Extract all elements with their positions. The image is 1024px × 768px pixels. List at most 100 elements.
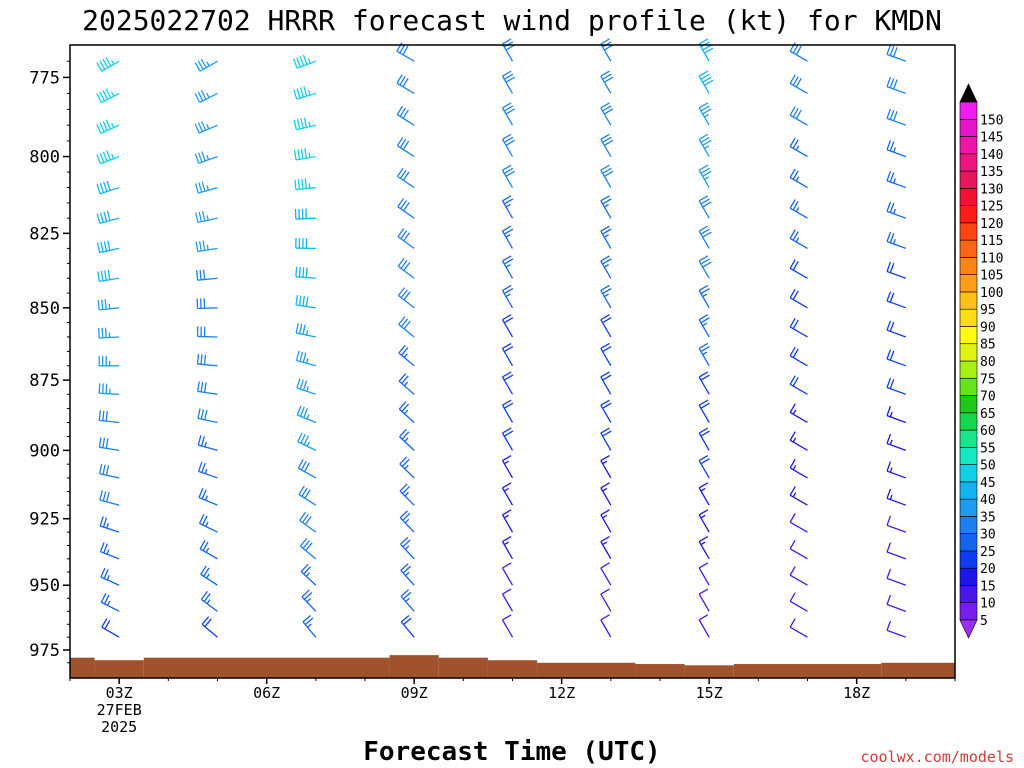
barb-half-feather <box>204 495 209 501</box>
barb-full-feather <box>698 102 709 109</box>
wind-barb <box>698 455 710 479</box>
barb-full-feather <box>305 296 309 307</box>
wind-barb <box>600 164 614 188</box>
wind-barb <box>886 44 907 62</box>
barb-full-feather <box>195 212 199 223</box>
wind-barb <box>400 536 415 560</box>
wind-barb <box>197 461 218 479</box>
barb-full-feather <box>399 44 406 54</box>
barb-shaft <box>501 260 514 279</box>
barb-half-feather <box>306 386 310 392</box>
barb-full-feather <box>789 486 796 496</box>
barb-half-feather <box>604 293 609 298</box>
barb-full-feather <box>886 568 892 579</box>
barb-full-feather <box>293 149 297 160</box>
wind-barb <box>501 614 514 638</box>
barb-shaft <box>197 307 218 310</box>
barb-full-feather <box>198 514 205 524</box>
barb-full-feather <box>502 427 512 434</box>
barb-full-feather <box>100 270 104 281</box>
barb-full-feather <box>202 269 206 280</box>
barb-half-feather <box>110 59 115 65</box>
wind-barb <box>195 269 218 281</box>
barb-half-feather <box>107 600 111 606</box>
barb-shaft <box>698 619 710 638</box>
colorbar-label: 45 <box>980 476 996 491</box>
barb-full-feather <box>98 437 102 448</box>
barb-half-feather <box>792 465 797 471</box>
barb-full-feather <box>402 140 410 150</box>
barb-half-feather <box>404 409 409 415</box>
wind-barb <box>501 509 514 533</box>
barb-full-feather <box>602 317 612 324</box>
barb-shaft <box>201 623 218 638</box>
barb-full-feather <box>702 170 712 177</box>
barb-shaft <box>501 432 514 451</box>
barb-full-feather <box>298 295 302 306</box>
barb-half-feather <box>204 468 208 474</box>
barb-full-feather <box>604 44 614 51</box>
barb-full-feather <box>602 374 612 381</box>
wind-barb <box>698 284 710 309</box>
barb-full-feather <box>789 168 796 178</box>
y-tick-label: 925 <box>29 510 60 530</box>
barb-full-feather <box>99 516 104 527</box>
wind-barb <box>293 148 316 161</box>
wind-barb <box>698 225 712 249</box>
colorbar-label: 25 <box>980 545 996 560</box>
barb-full-feather <box>295 323 299 334</box>
wind-barb <box>789 288 808 309</box>
x-tick-date: 27FEB <box>97 701 142 719</box>
wind-barb <box>886 231 907 250</box>
wind-barb <box>886 461 907 479</box>
barb-half-feather <box>307 623 312 628</box>
barb-full-feather <box>96 123 102 134</box>
wind-barb <box>789 539 808 560</box>
barb-shaft <box>698 567 710 586</box>
wind-barb <box>194 58 218 72</box>
barb-full-feather <box>602 73 612 80</box>
barb-half-feather <box>308 183 311 189</box>
barb-full-feather <box>503 402 514 409</box>
wind-barb <box>789 317 808 338</box>
wind-barb <box>698 535 710 560</box>
barb-full-feather <box>197 122 203 132</box>
barb-full-feather <box>302 324 306 335</box>
colorbar-label: 75 <box>980 372 996 387</box>
barb-half-feather <box>206 244 209 250</box>
barb-full-feather <box>403 320 411 330</box>
barb-full-feather <box>602 167 612 174</box>
colorbar-label: 145 <box>980 131 1003 146</box>
barb-full-feather <box>789 566 796 576</box>
wind-barb <box>789 199 808 219</box>
wind-barb <box>196 326 218 338</box>
barb-full-feather <box>103 181 108 192</box>
wind-barb <box>886 406 907 424</box>
barb-half-feather <box>795 145 800 151</box>
wind-barb <box>600 284 612 309</box>
barb-shaft <box>789 521 808 533</box>
barb-full-feather <box>300 433 306 444</box>
colorbar-swatch <box>959 326 978 345</box>
terrain-segment <box>389 655 439 678</box>
barb-full-feather <box>502 535 512 543</box>
wind-barb <box>96 57 120 72</box>
wind-barb <box>600 614 612 638</box>
wind-barb <box>196 354 218 367</box>
barb-half-feather <box>206 573 210 579</box>
barb-full-feather <box>201 489 207 500</box>
wind-barb <box>600 255 612 279</box>
wind-barb <box>195 211 218 224</box>
site-credit[interactable]: coolwx.com/models <box>860 748 1014 766</box>
barb-full-feather <box>98 383 101 394</box>
barb-full-feather <box>600 164 610 171</box>
wind-barb <box>96 150 120 165</box>
barb-shaft <box>198 470 218 479</box>
barb-full-feather <box>98 410 101 421</box>
barb-full-feather <box>789 137 796 147</box>
colorbar-swatch <box>959 308 978 327</box>
barb-full-feather <box>105 411 108 422</box>
barb-full-feather <box>99 91 106 102</box>
barb-full-feather <box>400 563 409 571</box>
wind-barb <box>600 314 612 338</box>
